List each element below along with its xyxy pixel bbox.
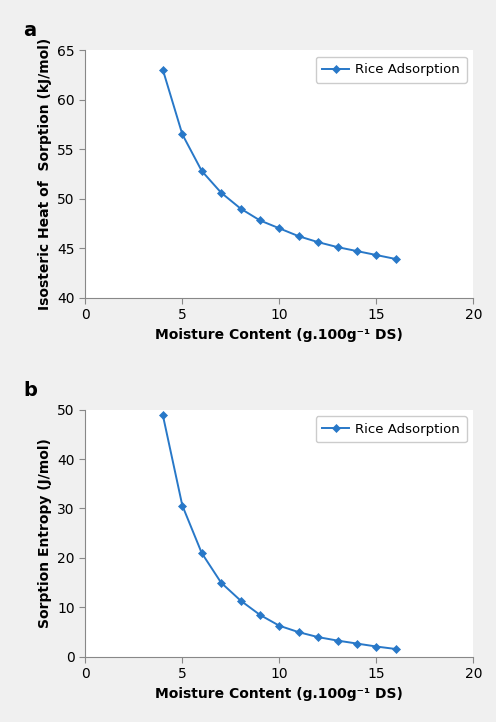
Rice Adsorption <box>296 232 302 240</box>
Rice Adsorption <box>315 238 321 246</box>
Rice Adsorption <box>373 642 379 651</box>
Rice Adsorption <box>276 622 282 630</box>
Rice Adsorption <box>160 411 166 419</box>
Rice Adsorption <box>373 251 379 259</box>
Line: Rice Adsorption: Rice Adsorption <box>160 412 399 652</box>
Y-axis label: Isosteric Heat of  Sorption (kJ/mol): Isosteric Heat of Sorption (kJ/mol) <box>38 38 52 310</box>
Rice Adsorption <box>160 66 166 74</box>
Y-axis label: Sorption Entropy (J/mol): Sorption Entropy (J/mol) <box>38 438 52 628</box>
Rice Adsorption <box>354 247 360 256</box>
Rice Adsorption <box>238 596 244 605</box>
Rice Adsorption <box>335 243 341 251</box>
X-axis label: Moisture Content (g.100g⁻¹ DS): Moisture Content (g.100g⁻¹ DS) <box>155 687 403 701</box>
Rice Adsorption <box>257 216 263 225</box>
Rice Adsorption <box>218 578 224 587</box>
Line: Rice Adsorption: Rice Adsorption <box>160 67 399 262</box>
Rice Adsorption <box>276 224 282 232</box>
Text: a: a <box>23 22 36 40</box>
Rice Adsorption <box>218 188 224 197</box>
Rice Adsorption <box>354 639 360 648</box>
Legend: Rice Adsorption: Rice Adsorption <box>316 57 467 83</box>
Text: b: b <box>23 380 37 400</box>
Rice Adsorption <box>180 130 186 139</box>
Rice Adsorption <box>296 628 302 637</box>
Legend: Rice Adsorption: Rice Adsorption <box>316 416 467 443</box>
Rice Adsorption <box>393 255 399 264</box>
Rice Adsorption <box>315 632 321 641</box>
Rice Adsorption <box>335 636 341 645</box>
Rice Adsorption <box>393 645 399 653</box>
Rice Adsorption <box>257 611 263 619</box>
Rice Adsorption <box>199 167 205 175</box>
X-axis label: Moisture Content (g.100g⁻¹ DS): Moisture Content (g.100g⁻¹ DS) <box>155 328 403 342</box>
Rice Adsorption <box>238 204 244 213</box>
Rice Adsorption <box>180 501 186 510</box>
Rice Adsorption <box>199 549 205 557</box>
